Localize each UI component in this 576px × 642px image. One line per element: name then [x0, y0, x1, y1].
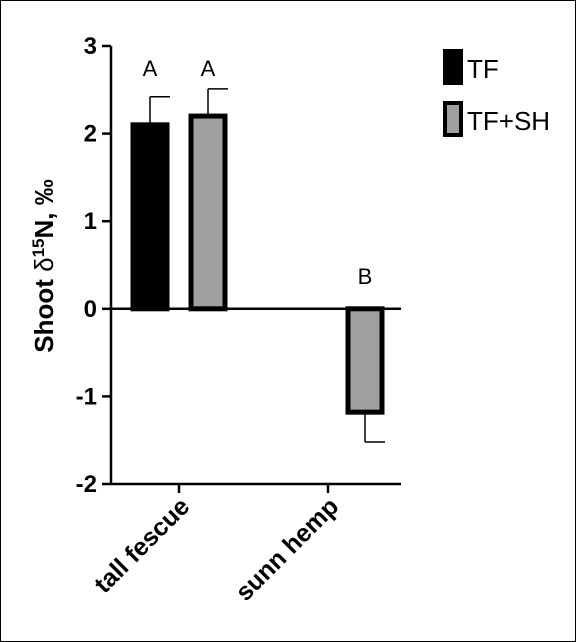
bar	[130, 122, 170, 312]
y-tick-label: 0	[84, 296, 97, 323]
x-ticks	[177, 484, 330, 493]
legend: TF TF+SH	[443, 49, 550, 137]
legend-label-tf-sh: TF+SH	[467, 106, 550, 136]
y-tick-label: 3	[84, 33, 97, 60]
legend-swatch-tf-sh	[443, 101, 463, 137]
y-tick-label: 2	[84, 121, 97, 148]
legend-label-tf: TF	[467, 54, 499, 84]
category-label: sunn hemp	[230, 492, 344, 606]
significance-label: A	[201, 56, 216, 81]
category-label: tall fescue	[89, 492, 195, 598]
y-ticks: 3 2 1 0 -1 -2	[76, 33, 111, 498]
bar	[188, 113, 228, 312]
significance-label: B	[358, 264, 373, 289]
y-tick-label: -1	[76, 383, 97, 410]
y-axis-label: Shoot δ15N, ‰	[29, 179, 60, 353]
y-tick-label: -2	[76, 471, 97, 498]
significance-labels: A A B	[143, 56, 373, 289]
significance-label: A	[143, 56, 158, 81]
y-tick-label: 1	[84, 208, 97, 235]
category-labels: tall fescue sunn hemp	[89, 492, 344, 606]
bars	[130, 113, 385, 415]
error-bars	[149, 88, 385, 443]
bar	[345, 306, 385, 415]
legend-swatch-tf	[443, 49, 463, 85]
